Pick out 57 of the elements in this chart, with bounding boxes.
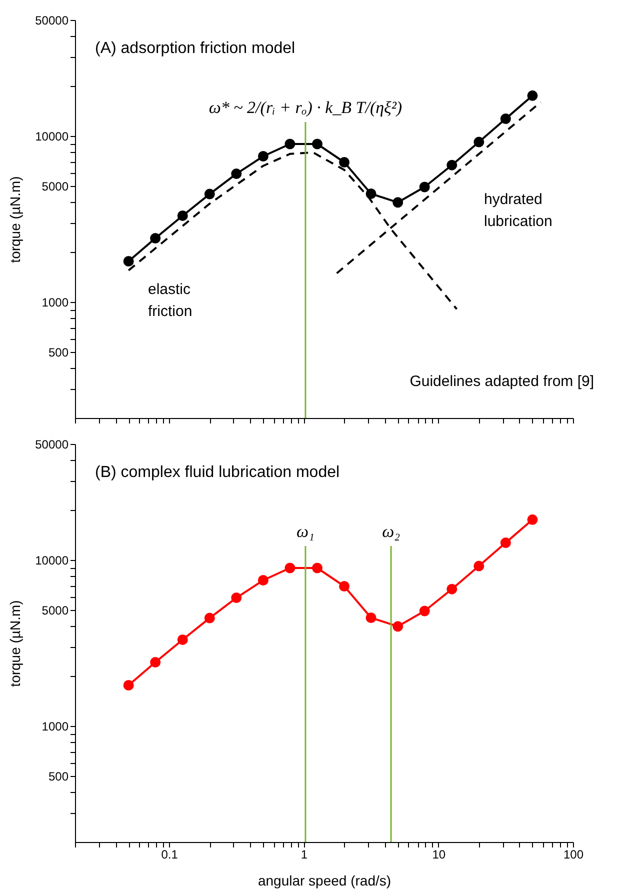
point [204, 188, 215, 200]
y-tick-label: 10000 [35, 130, 69, 144]
point [204, 612, 215, 624]
y-tick-label: 1000 [42, 719, 69, 734]
point [527, 514, 538, 525]
y-tick-label: 5000 [42, 603, 69, 618]
point [500, 538, 511, 548]
point [150, 233, 161, 244]
y-tick-label: 50000 [35, 14, 69, 28]
point [150, 657, 161, 668]
y-axis-title: torque (µN.m) [7, 176, 24, 263]
point [231, 592, 242, 604]
point [284, 138, 296, 150]
y-tick-label: 10000 [35, 554, 69, 568]
point [339, 157, 350, 168]
point [474, 560, 484, 572]
y-tick-label: 500 [48, 345, 69, 360]
point [446, 160, 458, 170]
point [419, 606, 430, 616]
point [366, 612, 376, 623]
point [231, 168, 242, 180]
point [312, 562, 322, 574]
point [123, 680, 134, 690]
x-tick-label: 0.1 [161, 848, 178, 862]
text: (A) adsorption friction model [95, 40, 296, 57]
point [339, 581, 350, 592]
y-tick-label: 5000 [42, 179, 69, 194]
y-tick-label: 50000 [35, 438, 69, 452]
x-tick-label: 10 [432, 848, 446, 862]
point [177, 210, 188, 221]
text: (B) complex fluid lubrication model [95, 464, 340, 481]
x-axis-title: angular speed (rad/s) [258, 872, 392, 888]
point [474, 136, 484, 148]
y-axis-title: torque (µN.m) [7, 600, 24, 687]
y-tick-label: 500 [48, 769, 69, 784]
point [500, 114, 511, 124]
point [312, 138, 322, 150]
point [392, 621, 404, 632]
point [419, 182, 430, 192]
point [177, 634, 188, 645]
point [527, 90, 538, 101]
annotation: hydrated lubrication [484, 191, 552, 230]
annotation: Guidelines adapted from [9] [410, 373, 594, 390]
x-tick-label: 100 [563, 848, 584, 862]
point [123, 256, 134, 266]
annotation: elastic friction [148, 281, 192, 320]
ref-line-label: ω₂ [382, 522, 400, 541]
y-tick-label: 1000 [42, 295, 69, 310]
ref-line-label: ω₁ [296, 522, 314, 541]
point [258, 575, 268, 586]
point [446, 584, 458, 594]
point [258, 151, 268, 162]
point [392, 197, 404, 208]
point [284, 562, 296, 574]
ref-line-label: ω* ~ 2/(rᵢ + rₒ) · k_B T/(ηξ²) [208, 98, 402, 117]
point [366, 188, 376, 199]
x-tick-label: 1 [300, 848, 308, 862]
